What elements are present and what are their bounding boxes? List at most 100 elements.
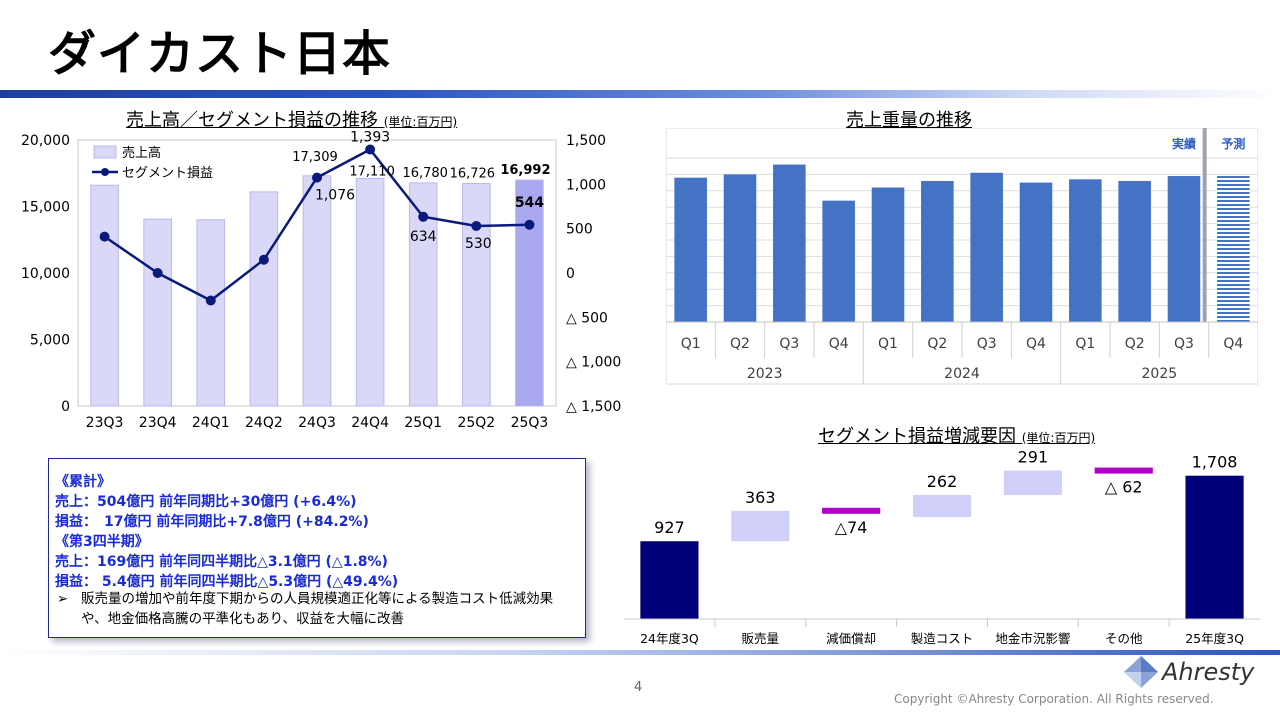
legend-profit-marker xyxy=(101,168,109,176)
sales-bar-value-label: 16,726 xyxy=(450,167,496,182)
x-axis-tick-label: 25Q2 xyxy=(457,415,495,431)
sales-bar xyxy=(196,219,226,407)
sales-profit-chart-unit: (単位:百万円) xyxy=(383,115,458,129)
left-axis-tick-label: 20,000 xyxy=(21,133,70,149)
total-bar xyxy=(1185,475,1244,619)
segment-profit-value-label: 544 xyxy=(515,195,544,211)
quarter-tick-label: Q4 xyxy=(1223,336,1243,352)
header-divider-bar xyxy=(0,90,1280,98)
sales-bar xyxy=(355,177,385,407)
forecast-label: 予測 xyxy=(1221,136,1245,151)
quarter-tick-label: Q3 xyxy=(977,336,997,352)
left-axis-tick-label: 5,000 xyxy=(30,333,70,349)
factor-category-label: 製造コスト xyxy=(911,631,974,646)
factor-category-label: 地金市況影響 xyxy=(995,631,1070,646)
right-axis-tick-label: △ 1,000 xyxy=(566,355,621,371)
sales-bar-value-label: 17,110 xyxy=(349,164,395,179)
quarter-tick-label: Q4 xyxy=(1026,336,1046,352)
increase-value-label: 262 xyxy=(927,472,958,491)
segment-profit-value-label: 634 xyxy=(410,229,437,245)
year-group-label: 2025 xyxy=(1142,366,1178,382)
weight-bar xyxy=(871,187,905,322)
sales-bar xyxy=(90,184,119,407)
profit-factor-chart-unit: (単位:百万円) xyxy=(1021,431,1096,445)
quarter-tick-label: Q4 xyxy=(829,336,849,352)
summary-bullet-text: 販売量の増加や前年度下期からの人員規模適正化等による製造コスト低減効果や、地金価… xyxy=(81,591,554,627)
quarter-tick-label: Q1 xyxy=(681,336,701,352)
decrease-bar xyxy=(822,507,881,514)
weight-bar xyxy=(1217,176,1250,322)
x-axis-tick-label: 24Q3 xyxy=(298,415,336,431)
segment-profit-point xyxy=(99,231,110,242)
increase-bar xyxy=(731,510,790,542)
increase-bar xyxy=(1003,470,1062,496)
segment-profit-point xyxy=(258,254,269,265)
left-axis-tick-label: 0 xyxy=(61,399,70,415)
quarter-tick-label: Q1 xyxy=(1075,336,1095,352)
legend-sales-swatch xyxy=(93,145,117,159)
left-axis-tick-label: 15,000 xyxy=(21,200,70,216)
page-number: 4 xyxy=(634,680,643,695)
legend-sales-label: 売上高 xyxy=(122,145,161,161)
sales-bar xyxy=(462,183,491,407)
weight-bar xyxy=(773,164,806,322)
weight-bar xyxy=(822,200,855,322)
quarter-profit-text: 損益： 5.4億円 前年同四半期比△5.3億円 (△49.4%) xyxy=(55,574,399,590)
segment-profit-point xyxy=(205,295,216,306)
increase-value-label: 291 xyxy=(1018,448,1049,467)
factor-category-label: その他 xyxy=(1105,631,1143,646)
decrease-bar xyxy=(1094,467,1153,474)
right-axis-tick-label: 1,000 xyxy=(566,177,606,193)
sales-bar-value-label: 16,992 xyxy=(500,163,550,178)
ahresty-diamond-logo-icon xyxy=(1124,656,1158,688)
sales-weight-chart: 実績 予測 Q1 Q2 Q3 Q4 Q1 Q2 Q3 Q4 Q1 Q2 Q3 Q4 2023 2024 2025 xyxy=(666,128,1258,385)
bullet-arrow-icon: ➢ xyxy=(57,591,69,607)
profit-factor-chart-title-text: セグメント損益増減要因 xyxy=(818,426,1016,447)
sales-profit-chart-title-text: 売上高／セグメント損益の推移 xyxy=(126,110,378,131)
weight-bar xyxy=(1019,182,1053,322)
sales-bar xyxy=(302,175,332,407)
increase-bar xyxy=(912,495,972,517)
quarter-tick-label: Q3 xyxy=(779,336,799,352)
left-axis-tick-label: 10,000 xyxy=(21,266,70,282)
segment-profit-value-label: 1,393 xyxy=(350,129,390,145)
quarter-tick-label: Q2 xyxy=(1125,336,1145,352)
x-axis-tick-label: 25Q3 xyxy=(511,415,549,431)
weight-bar xyxy=(1118,180,1151,322)
segment-profit-point xyxy=(312,172,322,183)
sales-bar-value-label: 16,780 xyxy=(402,166,448,181)
total-bar xyxy=(640,541,699,619)
footer-divider-bar xyxy=(0,650,1280,655)
increase-value-label: 363 xyxy=(745,488,776,507)
segment-profit-value-label: 530 xyxy=(465,236,492,252)
right-axis-tick-label: 0 xyxy=(566,266,575,282)
weight-bar xyxy=(921,180,954,322)
cumulative-profit-text: 損益： 17億円 前年同期比+7.8億円 (+84.2%) xyxy=(55,514,369,530)
right-axis-tick-label: △ 1,500 xyxy=(566,399,621,415)
weight-bar xyxy=(1167,176,1201,322)
year-group-label: 2023 xyxy=(747,366,783,382)
sales-profit-chart: 0 5,000 10,000 15,000 20,000 △ 1,500 △ 1,000 △ … xyxy=(21,129,621,431)
x-axis-tick-label: 24Q1 xyxy=(192,415,230,431)
sales-bar xyxy=(249,191,279,407)
segment-profit-value-label: 1,076 xyxy=(315,188,355,204)
weight-bar xyxy=(1069,179,1102,322)
x-axis-tick-label: 23Q3 xyxy=(86,415,124,431)
copyright-text: Copyright ©Ahresty Corporation. All Righ… xyxy=(894,692,1214,706)
summary-box: 《累計》 売上：504億円 前年同期比+30億円 (+6.4%) 損益： 17億… xyxy=(48,458,586,638)
segment-profit-point xyxy=(524,219,535,230)
logo-text: Ahresty xyxy=(1162,658,1255,686)
x-axis-tick-label: 24Q2 xyxy=(245,415,283,431)
sales-bar-value-label: 17,309 xyxy=(292,150,338,165)
decrease-value-label: △ 62 xyxy=(1105,478,1143,497)
profit-factor-chart-title: セグメント損益増減要因 (単位:百万円) xyxy=(818,422,1095,448)
segment-profit-point xyxy=(471,221,482,232)
right-axis-tick-label: 500 xyxy=(566,222,593,238)
segment-profit-point xyxy=(418,211,429,222)
x-axis-tick-label: 25Q1 xyxy=(404,415,442,431)
quarter-tick-label: Q2 xyxy=(730,336,750,352)
page-title: ダイカスト日本 xyxy=(48,26,392,82)
sales-bar xyxy=(515,179,544,407)
quarter-sales-text: 売上：169億円 前年同四半期比△3.1億円 (△1.8%) xyxy=(55,554,388,570)
cumulative-heading: 《累計》 xyxy=(55,474,111,490)
